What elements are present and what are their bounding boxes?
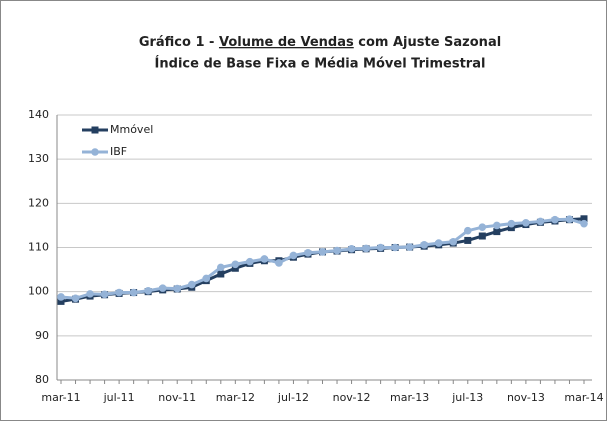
marker <box>405 243 414 251</box>
y-tick-label: 110 <box>28 241 49 254</box>
marker <box>318 248 327 256</box>
y-tick-label: 90 <box>35 329 49 342</box>
marker <box>144 286 152 295</box>
marker <box>463 226 472 235</box>
marker <box>187 280 196 289</box>
y-tick-label: 120 <box>28 196 49 209</box>
marker <box>260 255 269 263</box>
marker <box>86 290 94 298</box>
marker <box>434 239 443 247</box>
marker <box>217 270 225 278</box>
marker <box>289 251 298 260</box>
marker <box>536 217 545 226</box>
y-tick-label: 140 <box>28 108 49 121</box>
x-tick-label: mar-12 <box>216 391 255 404</box>
x-tick-label: nov-12 <box>333 391 371 404</box>
legend-label: IBF <box>110 145 127 158</box>
marker <box>449 237 458 246</box>
y-tick-label: 100 <box>28 285 49 298</box>
x-tick-label: nov-13 <box>507 391 545 404</box>
legend-label: Mmóvel <box>110 123 153 136</box>
y-tick-label: 80 <box>35 373 49 386</box>
x-tick-label: mar-14 <box>564 391 603 404</box>
marker <box>580 219 588 228</box>
marker <box>493 221 501 230</box>
title-underlined: Volume de Vendas <box>219 35 354 50</box>
marker <box>362 244 370 253</box>
marker <box>246 257 254 266</box>
marker <box>565 215 574 224</box>
chart-subtitle: Índice de Base Fixa e Média Móvel Trimes… <box>155 56 486 72</box>
marker <box>129 288 138 297</box>
marker <box>202 274 211 283</box>
marker <box>580 215 588 223</box>
title-suffix: com Ajuste Sazonal <box>354 35 501 50</box>
x-tick-label: nov-11 <box>158 391 196 404</box>
title-prefix: Gráfico 1 - <box>139 35 219 50</box>
x-tick-label: jul-11 <box>103 391 135 404</box>
marker <box>478 232 486 240</box>
marker <box>551 215 559 224</box>
marker <box>173 284 182 293</box>
marker <box>347 245 356 253</box>
x-tick-label: mar-11 <box>41 391 80 404</box>
marker <box>275 259 283 267</box>
marker <box>100 290 109 299</box>
marker <box>217 263 225 272</box>
marker <box>333 246 341 255</box>
marker <box>507 219 516 228</box>
chart-title: Gráfico 1 - Volume de Vendas com Ajuste … <box>139 35 501 50</box>
marker <box>478 223 487 231</box>
x-tick-label: jul-13 <box>451 391 483 404</box>
x-tick-label: jul-12 <box>277 391 309 404</box>
marker <box>391 243 399 252</box>
y-tick-label: 130 <box>28 152 49 165</box>
marker <box>57 293 65 301</box>
marker <box>376 243 385 252</box>
marker <box>158 284 167 292</box>
marker <box>493 228 501 236</box>
x-tick-label: mar-13 <box>390 391 429 404</box>
marker <box>231 264 239 272</box>
marker <box>91 126 99 134</box>
marker <box>57 297 65 305</box>
marker <box>304 249 312 257</box>
marker <box>115 288 123 297</box>
marker <box>464 236 472 244</box>
marker <box>522 218 530 227</box>
marker <box>420 241 428 249</box>
marker <box>507 224 515 232</box>
marker <box>91 148 99 156</box>
marker <box>231 260 240 269</box>
marker <box>71 294 80 303</box>
